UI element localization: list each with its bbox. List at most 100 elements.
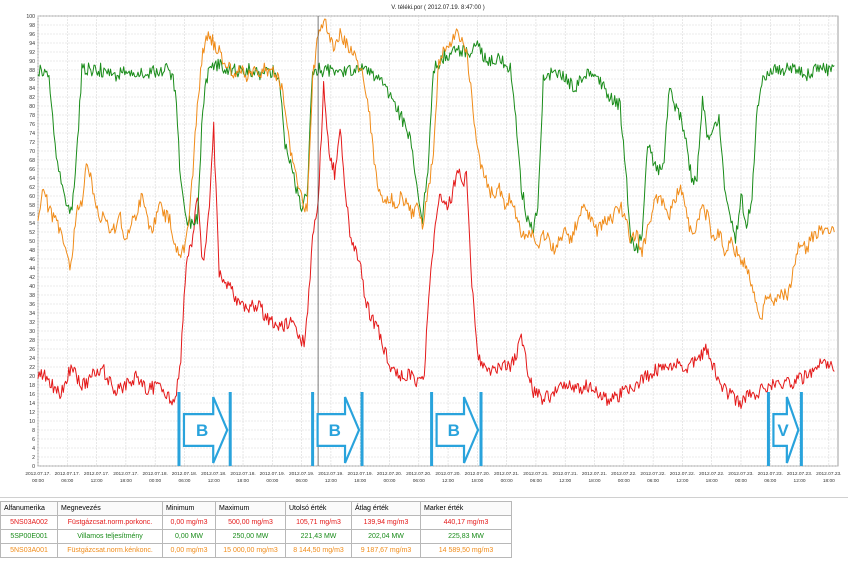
legend-cell: 5SP00E001	[0, 529, 58, 544]
x-tick-time: 00:00	[32, 478, 44, 484]
legend-table: Alfanumerika Megnevezés Minimum Maximum …	[0, 501, 512, 558]
x-tick-time: 06:00	[764, 478, 776, 484]
y-tick-label: 88	[29, 68, 35, 74]
line-chart: V. téléki.por ( 2012.07.19. 8:47:00 )024…	[25, 5, 841, 484]
y-tick-label: 44	[29, 266, 35, 272]
x-tick-date: 2012.07.18.	[142, 471, 167, 477]
x-tick-time: 00:00	[735, 478, 747, 484]
x-tick-date: 2012.07.23.	[816, 471, 841, 477]
x-tick-date: 2012.07.23.	[787, 471, 812, 477]
legend-cell: 5NS03A002	[0, 515, 58, 530]
y-tick-label: 56	[29, 212, 35, 218]
x-tick-date: 2012.07.20.	[377, 471, 402, 477]
y-tick-label: 96	[29, 32, 35, 38]
marker-label: V	[777, 421, 789, 440]
y-tick-label: 16	[29, 392, 35, 398]
legend-cell: 500,00 mg/m3	[215, 515, 286, 530]
x-tick-time: 12:00	[208, 478, 220, 484]
y-tick-label: 76	[29, 122, 35, 128]
legend-cell: 440,17 mg/m3	[420, 515, 512, 530]
header-marker: Marker érték	[420, 501, 512, 516]
y-tick-label: 52	[29, 230, 35, 236]
x-tick-date: 2012.07.17.	[113, 471, 138, 477]
series-line-5NS03A001	[37, 18, 835, 320]
legend-cell: 221,43 MW	[285, 529, 352, 544]
x-tick-date: 2012.07.21.	[582, 471, 607, 477]
legend-cell: 5NS03A001	[0, 543, 58, 558]
y-tick-label: 20	[29, 374, 35, 380]
legend-cell: Füstgázcsat.norm.kénkonc.	[57, 543, 163, 558]
x-tick-date: 2012.07.18.	[172, 471, 197, 477]
legend-cell: 225,83 MW	[420, 529, 512, 544]
header-minimum: Minimum	[162, 501, 216, 516]
marker-arrow	[182, 396, 229, 464]
y-tick-label: 0	[32, 464, 35, 470]
header-megnevezes: Megnevezés	[57, 501, 163, 516]
y-tick-label: 98	[29, 23, 35, 29]
legend-cell: 0,00 mg/m3	[162, 515, 216, 530]
y-tick-label: 74	[29, 131, 35, 137]
y-tick-label: 68	[29, 158, 35, 164]
x-tick-date: 2012.07.17.	[84, 471, 109, 477]
legend-cell: 8 144,50 mg/m3	[285, 543, 352, 558]
legend-cell: 105,71 mg/m3	[285, 515, 352, 530]
x-tick-time: 00:00	[618, 478, 630, 484]
x-tick-date: 2012.07.22.	[699, 471, 724, 477]
y-tick-label: 80	[29, 104, 35, 110]
marker-arrow	[772, 396, 800, 464]
y-tick-label: 18	[29, 383, 35, 389]
y-tick-label: 2	[32, 455, 35, 461]
header-atlag: Átlag érték	[351, 501, 421, 516]
x-tick-time: 00:00	[266, 478, 278, 484]
x-tick-time: 18:00	[823, 478, 835, 484]
y-tick-label: 6	[32, 437, 35, 443]
y-tick-label: 72	[29, 140, 35, 146]
x-tick-date: 2012.07.22.	[611, 471, 636, 477]
x-tick-date: 2012.07.20.	[465, 471, 490, 477]
x-tick-date: 2012.07.22.	[640, 471, 665, 477]
x-tick-date: 2012.07.23.	[758, 471, 783, 477]
marker-label: B	[448, 421, 460, 440]
header-maximum: Maximum	[215, 501, 286, 516]
y-tick-label: 40	[29, 284, 35, 290]
y-tick-label: 84	[29, 86, 35, 92]
y-tick-label: 86	[29, 77, 35, 83]
x-tick-time: 18:00	[706, 478, 718, 484]
x-tick-time: 18:00	[120, 478, 132, 484]
y-tick-label: 78	[29, 113, 35, 119]
y-tick-label: 4	[32, 446, 35, 452]
y-tick-label: 54	[29, 221, 35, 227]
x-tick-date: 2012.07.21.	[523, 471, 548, 477]
x-tick-date: 2012.07.17.	[25, 471, 50, 477]
legend-cell: 202,04 MW	[351, 529, 421, 544]
legend-cell: 139,94 mg/m3	[351, 515, 421, 530]
legend-row: 5NS03A001 Füstgázcsat.norm.kénkonc. 0,00 m…	[0, 543, 512, 558]
x-tick-time: 00:00	[149, 478, 161, 484]
y-tick-label: 90	[29, 59, 35, 65]
x-tick-time: 00:00	[383, 478, 395, 484]
y-tick-label: 92	[29, 50, 35, 56]
y-tick-label: 14	[29, 401, 35, 407]
x-tick-time: 12:00	[559, 478, 571, 484]
y-tick-label: 50	[29, 239, 35, 245]
y-tick-label: 34	[29, 311, 35, 317]
x-tick-date: 2012.07.23.	[728, 471, 753, 477]
x-tick-date: 2012.07.21.	[494, 471, 519, 477]
y-tick-label: 10	[29, 419, 35, 425]
header-alfanumerika: Alfanumerika	[0, 501, 58, 516]
y-tick-label: 46	[29, 257, 35, 263]
y-tick-label: 100	[26, 14, 35, 20]
y-tick-label: 22	[29, 365, 35, 371]
x-tick-date: 2012.07.20.	[406, 471, 431, 477]
y-tick-label: 60	[29, 194, 35, 200]
y-tick-label: 12	[29, 410, 35, 416]
x-tick-time: 12:00	[794, 478, 806, 484]
legend-cell: Füstgázcsat.norm.porkonc.	[57, 515, 163, 530]
marker-arrow	[435, 396, 480, 464]
legend-cell: 250,00 MW	[215, 529, 286, 544]
y-tick-label: 58	[29, 203, 35, 209]
x-tick-date: 2012.07.20.	[435, 471, 460, 477]
series-line-5SP00E001	[37, 40, 835, 254]
y-tick-label: 62	[29, 185, 35, 191]
y-tick-label: 48	[29, 248, 35, 254]
